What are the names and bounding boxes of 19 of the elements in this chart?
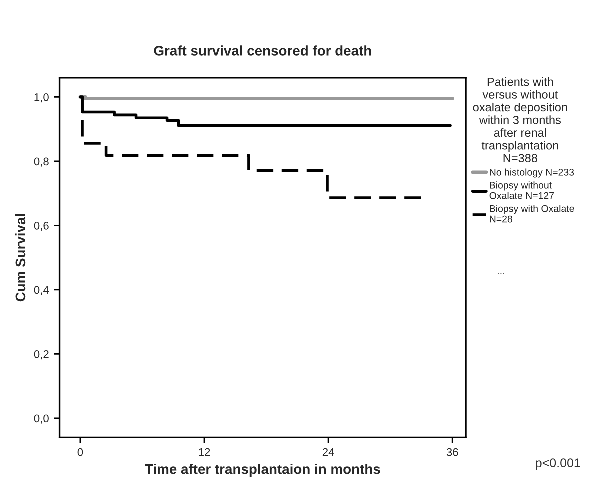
chart-title: Graft survival censored for death xyxy=(154,46,372,56)
y-tick-label: 0,0 xyxy=(34,414,49,424)
x-tick-label: 12 xyxy=(199,448,210,456)
x-tick-label: 24 xyxy=(322,448,334,456)
y-tick-label: 0,6 xyxy=(34,222,49,232)
y-tick-label: 0,8 xyxy=(34,158,49,167)
y-tick-label: 1,0 xyxy=(34,93,49,103)
x-axis-title: Time after transplantaion in months xyxy=(145,464,380,477)
x-tick-label: 0 xyxy=(78,448,84,456)
legend-label: Biopsy with Oxalate N=28 xyxy=(490,205,574,223)
y-tick-label: 0,2 xyxy=(34,350,49,360)
legend-label: Biopsy without Oxalate N=127 xyxy=(490,182,554,200)
y-axis-title: Cum Survival xyxy=(15,214,26,302)
legend-title: Patients with versus without oxalate deposition within 3 months after renal transplantation N=388 xyxy=(473,78,568,162)
text: ... xyxy=(498,273,504,274)
text: p<0.001 xyxy=(536,458,580,470)
x-tick-label: 36 xyxy=(446,448,458,456)
y-tick-label: 0,4 xyxy=(34,286,50,296)
legend-label: No histology N=233 xyxy=(490,168,574,178)
